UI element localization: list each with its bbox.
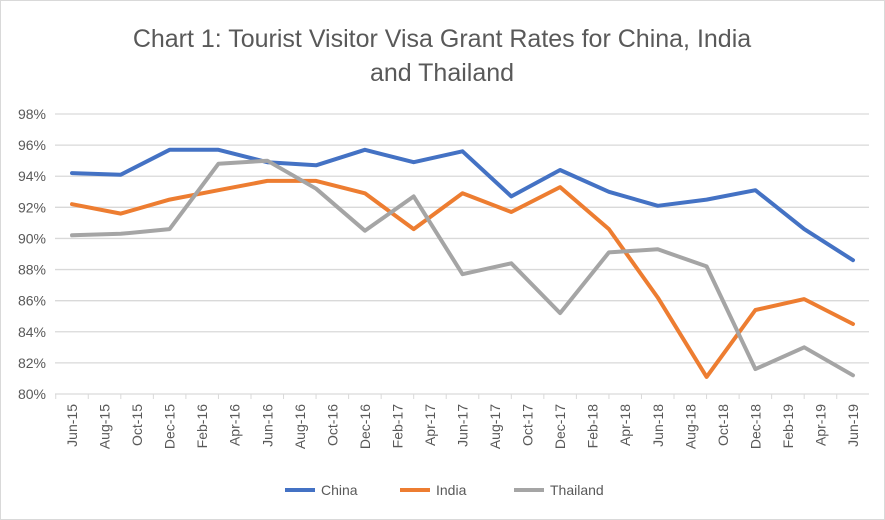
y-tick-label: 96% — [18, 137, 46, 153]
x-tick-label: Oct-18 — [715, 404, 731, 446]
legend-label-china: China — [321, 482, 358, 498]
chart-title-line-1: Chart 1: Tourist Visitor Visa Grant Rate… — [133, 25, 751, 53]
x-tick-label: Dec-18 — [747, 404, 763, 449]
y-tick-label: 84% — [18, 324, 46, 340]
x-tick-label: Aug-15 — [97, 404, 113, 449]
x-tick-label: Dec-17 — [552, 404, 568, 449]
series-line-india — [70, 178, 855, 379]
y-tick-label: 94% — [18, 168, 46, 184]
y-tick-label: 88% — [18, 262, 46, 278]
y-tick-label: 92% — [18, 199, 46, 215]
x-tick-label: Feb-17 — [389, 404, 405, 449]
chart-title-line-2: and Thailand — [370, 59, 514, 87]
y-tick-label: 90% — [18, 230, 46, 246]
x-tick-label: Jun-17 — [455, 404, 471, 447]
y-tick-label: 80% — [18, 386, 46, 402]
x-tick-label: Apr-18 — [617, 404, 633, 446]
x-tick-label: Dec-16 — [357, 404, 373, 449]
x-tick-label: Oct-16 — [324, 404, 340, 446]
x-tick-label: Feb-19 — [780, 404, 796, 449]
y-tick-label: 82% — [18, 355, 46, 371]
legend-label-india: India — [436, 482, 467, 498]
legend-label-thailand: Thailand — [550, 482, 604, 498]
x-tick-label: Aug-18 — [682, 404, 698, 449]
x-tick-label: Oct-15 — [129, 404, 145, 446]
x-tick-label: Jun-19 — [845, 404, 861, 447]
x-tick-label: Oct-17 — [520, 404, 536, 446]
y-tick-label: 86% — [18, 293, 46, 309]
x-tick-label: Jun-16 — [259, 404, 275, 447]
x-tick-label: Aug-16 — [292, 404, 308, 449]
y-tick-label: 98% — [18, 106, 46, 122]
x-tick-label: Dec-15 — [162, 404, 178, 449]
x-tick-label: Jun-18 — [650, 404, 666, 447]
x-tick-label: Feb-18 — [585, 404, 601, 449]
x-tick-label: Apr-16 — [227, 404, 243, 446]
x-tick-label: Jun-15 — [64, 404, 80, 447]
x-tick-label: Apr-19 — [812, 404, 828, 446]
x-tick-label: Feb-16 — [194, 404, 210, 449]
x-tick-label: Aug-17 — [487, 404, 503, 449]
x-tick-label: Apr-17 — [422, 404, 438, 446]
